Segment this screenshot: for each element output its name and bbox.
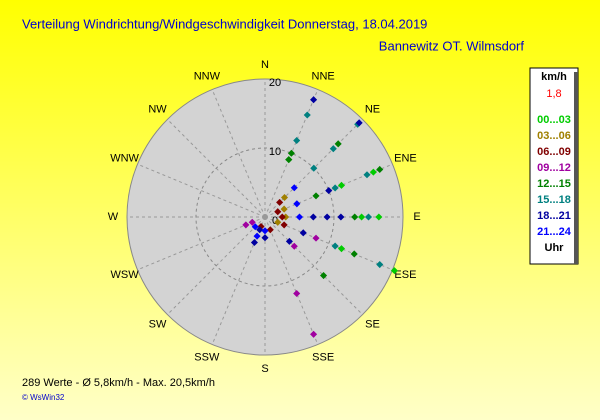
direction-label: NNW [194, 70, 221, 82]
spoke [137, 216, 266, 271]
direction-label: ESE [394, 269, 416, 281]
data-point [310, 164, 318, 172]
data-point [364, 213, 373, 221]
r-tick-label: 20 [269, 77, 281, 89]
credit: © WsWin32 [22, 393, 65, 402]
direction-label: NE [365, 103, 380, 115]
legend-title: km/h [541, 71, 567, 83]
data-point [376, 260, 384, 269]
legend-entry: 21...24 [537, 226, 572, 238]
chart-subtitle: Bannewitz OT. Wilmsdorf [379, 38, 525, 53]
legend-entry: 03...06 [537, 130, 571, 142]
legend-shadow [574, 72, 578, 264]
data-point [375, 213, 383, 221]
legend-footer: Uhr [545, 242, 565, 254]
footer: 289 Werte - Ø 5,8km/h - Max. 20,5km/h [22, 377, 215, 389]
legend-entry: 09...12 [537, 162, 571, 174]
legend-value: 1,8 [546, 88, 561, 100]
data-point [276, 198, 284, 206]
data-point [280, 205, 288, 213]
legend-entry: 00...03 [537, 114, 571, 126]
data-point [337, 245, 346, 253]
legend-box [529, 67, 579, 265]
chart-title: Verteilung Windrichtung/Windgeschwindigk… [22, 16, 427, 31]
data-point [242, 221, 250, 229]
spoke [167, 216, 266, 315]
data-point [303, 111, 311, 119]
data-point [287, 149, 295, 157]
data-point [390, 267, 398, 275]
direction-label: ENE [394, 153, 417, 165]
data-point [331, 184, 339, 192]
data-point [251, 223, 259, 231]
data-point [355, 119, 363, 127]
data-point [290, 184, 298, 192]
r-tick-label: 10 [269, 146, 281, 158]
legend-entry: 06...09 [537, 146, 571, 158]
data-point [323, 213, 331, 221]
data-point [285, 237, 293, 245]
data-point [312, 234, 320, 242]
spoke [264, 216, 393, 271]
spoke [211, 216, 266, 345]
data-point [320, 272, 328, 280]
direction-label: NNE [312, 70, 335, 82]
data-point [293, 289, 301, 298]
direction-label: E [413, 211, 420, 223]
data-point [295, 213, 304, 221]
data-point [261, 227, 269, 235]
r-tick-label: 0 [272, 215, 278, 227]
data-point [329, 145, 337, 153]
legend-entry: 18...21 [537, 210, 571, 222]
spoke [211, 89, 266, 218]
direction-label: S [261, 363, 268, 375]
data-point [310, 330, 318, 338]
direction-label: W [108, 211, 119, 223]
direction-label: SW [149, 318, 167, 330]
data-point [290, 242, 298, 250]
spoke [264, 119, 363, 218]
legend-entry: 15...18 [537, 194, 571, 206]
data-point [274, 208, 282, 216]
data-point [280, 193, 289, 202]
direction-label: WSW [111, 269, 140, 281]
data-point [376, 165, 384, 174]
direction-label: SSW [194, 351, 220, 363]
data-point [285, 156, 293, 164]
data-point [299, 229, 307, 237]
direction-label: WNW [110, 153, 139, 165]
spoke [137, 163, 266, 218]
data-point [309, 213, 317, 221]
data-point [278, 213, 286, 221]
data-point [280, 221, 288, 229]
direction-label: SSE [312, 351, 334, 363]
direction-label: NW [148, 103, 167, 115]
data-point [325, 187, 333, 195]
legend-entry: 12...15 [537, 178, 571, 190]
data-point [331, 242, 339, 250]
data-point [350, 250, 358, 258]
data-point [351, 213, 359, 221]
data-point [293, 200, 301, 208]
data-point [337, 181, 346, 189]
direction-label: SE [365, 318, 380, 330]
grid-ring [195, 147, 335, 287]
data-point [334, 140, 342, 148]
data-point [256, 226, 264, 234]
data-point [274, 218, 282, 226]
data-point [261, 234, 269, 242]
data-point [363, 171, 371, 179]
data-point [266, 226, 274, 234]
data-point [312, 192, 320, 200]
data-point [337, 213, 345, 221]
data-point [293, 136, 301, 145]
data-point [248, 218, 256, 226]
data-point [369, 168, 377, 176]
direction-label: N [261, 59, 269, 71]
data-point [358, 213, 366, 221]
spoke [264, 216, 319, 345]
data-point [310, 96, 318, 104]
